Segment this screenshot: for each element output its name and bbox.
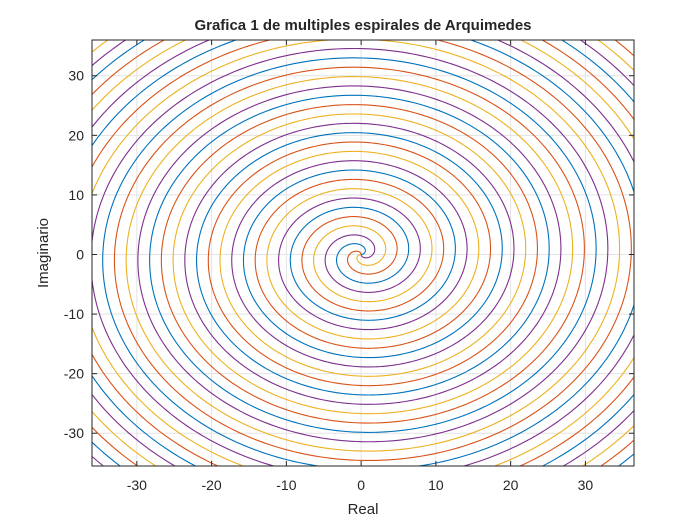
x-tick-label: -20 xyxy=(201,477,221,493)
y-tick-label: -30 xyxy=(64,425,84,441)
x-tick-labels: -30 -20 -10 0 10 20 30 xyxy=(127,477,594,493)
x-tick-label: 0 xyxy=(357,477,365,493)
y-tick-labels: -30 -20 -10 0 10 20 30 xyxy=(64,68,84,441)
chart-title: Grafica 1 de multiples espirales de Arqu… xyxy=(194,17,531,34)
x-tick-label: 10 xyxy=(428,477,444,493)
x-tick-label: 20 xyxy=(503,477,519,493)
spiral-series-2 xyxy=(92,40,634,466)
axes-box xyxy=(91,39,635,467)
x-axis-label: Real xyxy=(348,501,379,518)
y-axis-label: Imaginario xyxy=(35,218,52,288)
x-tick-label: -10 xyxy=(276,477,296,493)
y-tick-label: -20 xyxy=(64,366,84,382)
y-tick-label: 20 xyxy=(68,127,84,143)
y-tick-label: -10 xyxy=(64,306,84,322)
y-tick-label: 30 xyxy=(68,68,84,84)
tick-marks xyxy=(92,40,634,466)
x-tick-label: 30 xyxy=(578,477,594,493)
y-tick-label: 10 xyxy=(68,187,84,203)
y-tick-label: 0 xyxy=(76,246,84,262)
spiral-series-1 xyxy=(92,40,634,466)
x-tick-label: -30 xyxy=(127,477,147,493)
